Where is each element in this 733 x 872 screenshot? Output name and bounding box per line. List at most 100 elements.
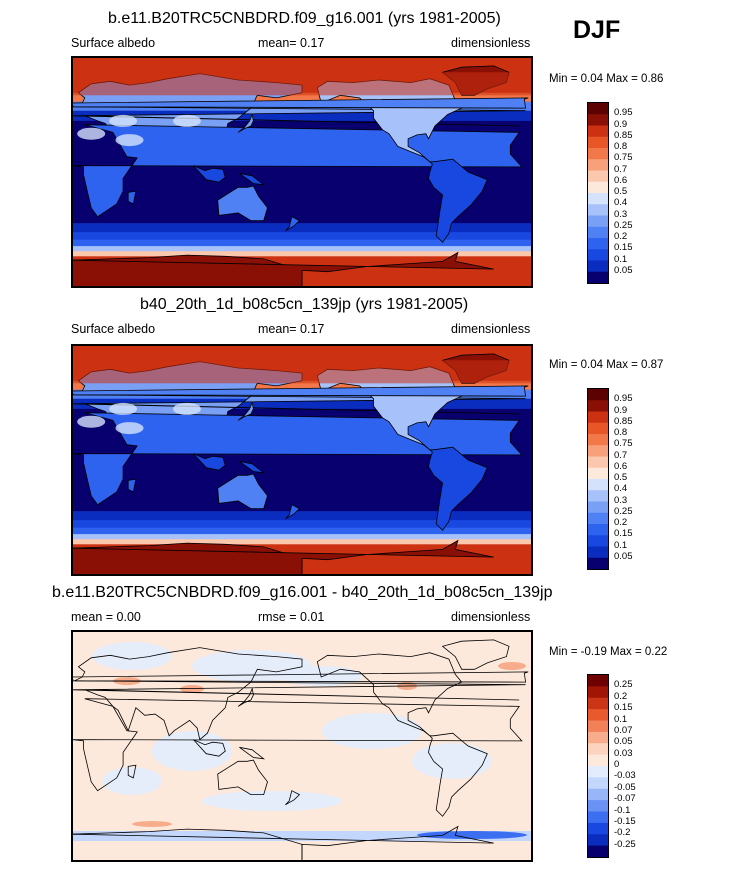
albedo-zonal-band: [72, 534, 532, 540]
desert-patch: [109, 114, 138, 127]
land-antarctica-west: [72, 539, 494, 575]
colorbar-swatch: [588, 422, 608, 435]
map-frame: [72, 631, 532, 861]
coastline-africa: [72, 698, 523, 792]
land-japan: [237, 113, 254, 133]
colorbar-tick-label: 0.8: [614, 427, 628, 438]
colorbar-tick-label: 0.7: [614, 449, 628, 461]
coastline-uk: [72, 671, 529, 683]
colorbar-swatch: [588, 271, 608, 283]
colorbar-swatch: [588, 501, 608, 514]
season-label: DJF: [573, 16, 621, 44]
colorbar-tick-label: 0.2: [614, 231, 628, 242]
albedo-zonal-band: [72, 520, 532, 529]
panel-2-variable-label: Surface albedo: [71, 322, 156, 336]
colorbar-swatch: [588, 731, 608, 744]
colorbar-swatch: [588, 557, 608, 569]
colorbar-swatch: [588, 490, 608, 502]
colorbar-tick-label: 0.15: [614, 702, 633, 714]
land-indonesia: [193, 165, 226, 183]
panel-3-minmax: Min = -0.19 Max = 0.22: [549, 646, 668, 658]
colorbar-swatch: [588, 766, 608, 778]
albedo-zonal-band: [72, 246, 532, 252]
diff-southern-band: [72, 831, 532, 841]
coastline-australia: [217, 759, 268, 796]
coastline-antarctica_w: [72, 825, 494, 861]
colorbar-tick-label: 0.6: [614, 174, 628, 186]
snow-cover: [72, 72, 532, 96]
snow-cover: [72, 360, 532, 384]
panel-3-units-label: dimensionless: [451, 610, 531, 624]
colorbar-swatch: [588, 159, 608, 171]
colorbar-swatch: [588, 720, 608, 733]
colorbar-tick-label: 0.25: [614, 219, 633, 231]
colorbar-swatch: [588, 170, 608, 183]
colorbar-tick-label: 0.75: [614, 152, 633, 164]
colorbar-swatch: [588, 238, 608, 250]
colorbar-swatch: [588, 811, 608, 824]
panel-1-map: [71, 56, 533, 288]
colorbar-swatch: [588, 260, 608, 273]
land-new_guinea: [239, 172, 266, 186]
colorbar-swatch: [588, 524, 608, 536]
colorbar-swatch: [588, 754, 608, 767]
colorbar-tick-label: 0.25: [614, 505, 633, 517]
diff-negative-region: [92, 642, 172, 670]
map-frame: [72, 57, 532, 287]
colorbar-swatch: [588, 136, 608, 149]
land-south_america: [428, 158, 488, 243]
panel-3-colorbar: [587, 674, 609, 858]
desert-patch: [115, 422, 144, 435]
land-madagascar: [127, 190, 137, 205]
colorbar-tick-label: 0.15: [614, 242, 633, 254]
land-new_guinea: [239, 460, 266, 474]
albedo-zonal-band: [72, 223, 532, 233]
panel-1-mean-label: mean= 0.17: [258, 36, 325, 50]
coastline-greenland: [441, 639, 510, 670]
colorbar-swatch: [588, 675, 608, 687]
albedo-zonal-band: [72, 527, 532, 535]
colorbar-tick-label: 0.9: [614, 118, 628, 130]
colorbar-swatch: [588, 777, 608, 790]
colorbar-swatch: [588, 788, 608, 801]
colorbar-tick-label: 0.9: [614, 404, 628, 416]
panel-2-title: b40_20th_1d_b08c5cn_139jp (yrs 1981-2005…: [140, 296, 469, 313]
colorbar-tick-label: -0.07: [614, 793, 636, 805]
desert-patch: [173, 402, 201, 415]
colorbar-swatch: [588, 709, 608, 722]
coastline-antarctica: [72, 828, 303, 861]
panel-1-units-label: dimensionless: [451, 36, 531, 50]
albedo-zonal-band: [72, 92, 532, 103]
coastline-madagascar: [127, 764, 137, 779]
colorbar-tick-label: 0.85: [614, 129, 633, 141]
colorbar-swatch: [588, 400, 608, 412]
colorbar-swatch: [588, 148, 608, 160]
panel-3-map: [71, 630, 533, 862]
colorbar-swatch: [588, 204, 608, 216]
colorbar-swatch: [588, 215, 608, 228]
colorbar-tick-label: 0.8: [614, 141, 628, 152]
colorbar-tick-label: 0.1: [614, 713, 628, 725]
panel-2-minmax: Min = 0.04 Max = 0.87: [549, 359, 664, 371]
colorbar-swatch: [588, 546, 608, 559]
colorbar-swatch: [588, 479, 608, 491]
colorbar-swatch: [588, 181, 608, 194]
colorbar-swatch: [588, 800, 608, 813]
diff-negative-region: [202, 791, 342, 811]
colorbar-swatch: [588, 125, 608, 138]
diff-negative-region: [282, 666, 362, 686]
colorbar-swatch: [588, 467, 608, 480]
colorbar-swatch: [588, 249, 608, 261]
land-south_america: [428, 446, 488, 531]
colorbar-swatch: [588, 845, 608, 857]
land-japan: [237, 401, 254, 421]
diff-negative-region: [412, 743, 492, 779]
albedo-zonal-band: [72, 110, 532, 122]
land-australia: [217, 185, 268, 222]
panel-1-title: b.e11.B20TRC5CNBDRD.f09_g16.001 (yrs 198…: [108, 10, 501, 27]
colorbar-tick-label: 0.3: [614, 494, 628, 506]
colorbar-tick-label: 0.85: [614, 415, 633, 427]
diff-positive-region: [132, 821, 172, 827]
panel-3-mean-label: mean = 0.00: [71, 610, 141, 624]
colorbar-swatch: [588, 456, 608, 469]
